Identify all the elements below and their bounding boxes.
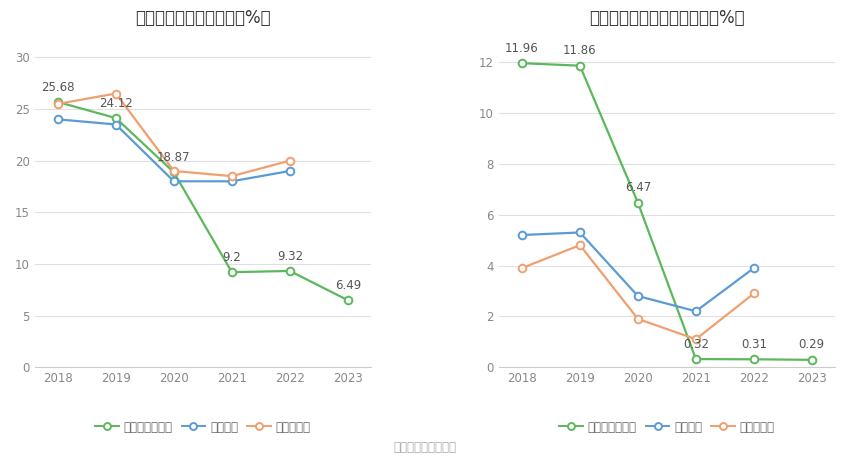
Legend: 有息资产负债率, 行业均值, 行业中位数: 有息资产负债率, 行业均值, 行业中位数	[554, 416, 779, 438]
Text: 0.32: 0.32	[683, 338, 709, 351]
Text: 24.12: 24.12	[99, 97, 133, 110]
Text: 11.86: 11.86	[563, 45, 597, 57]
Text: 0.31: 0.31	[741, 338, 767, 351]
Text: 25.68: 25.68	[41, 81, 75, 94]
Text: 18.87: 18.87	[157, 151, 190, 164]
Legend: 公司资产负债率, 行业均值, 行业中位数: 公司资产负债率, 行业均值, 行业中位数	[90, 416, 315, 438]
Title: 近年来资产负债率情况（%）: 近年来资产负债率情况（%）	[135, 9, 270, 27]
Text: 6.47: 6.47	[625, 181, 651, 195]
Text: 数据来源：恒生聚源: 数据来源：恒生聚源	[394, 442, 456, 454]
Text: 11.96: 11.96	[505, 42, 539, 55]
Text: 6.49: 6.49	[335, 279, 361, 292]
Title: 近年来有息资产负债率情况（%）: 近年来有息资产负债率情况（%）	[589, 9, 745, 27]
Text: 0.29: 0.29	[799, 338, 824, 352]
Text: 9.2: 9.2	[223, 251, 241, 264]
Text: 9.32: 9.32	[277, 250, 303, 263]
